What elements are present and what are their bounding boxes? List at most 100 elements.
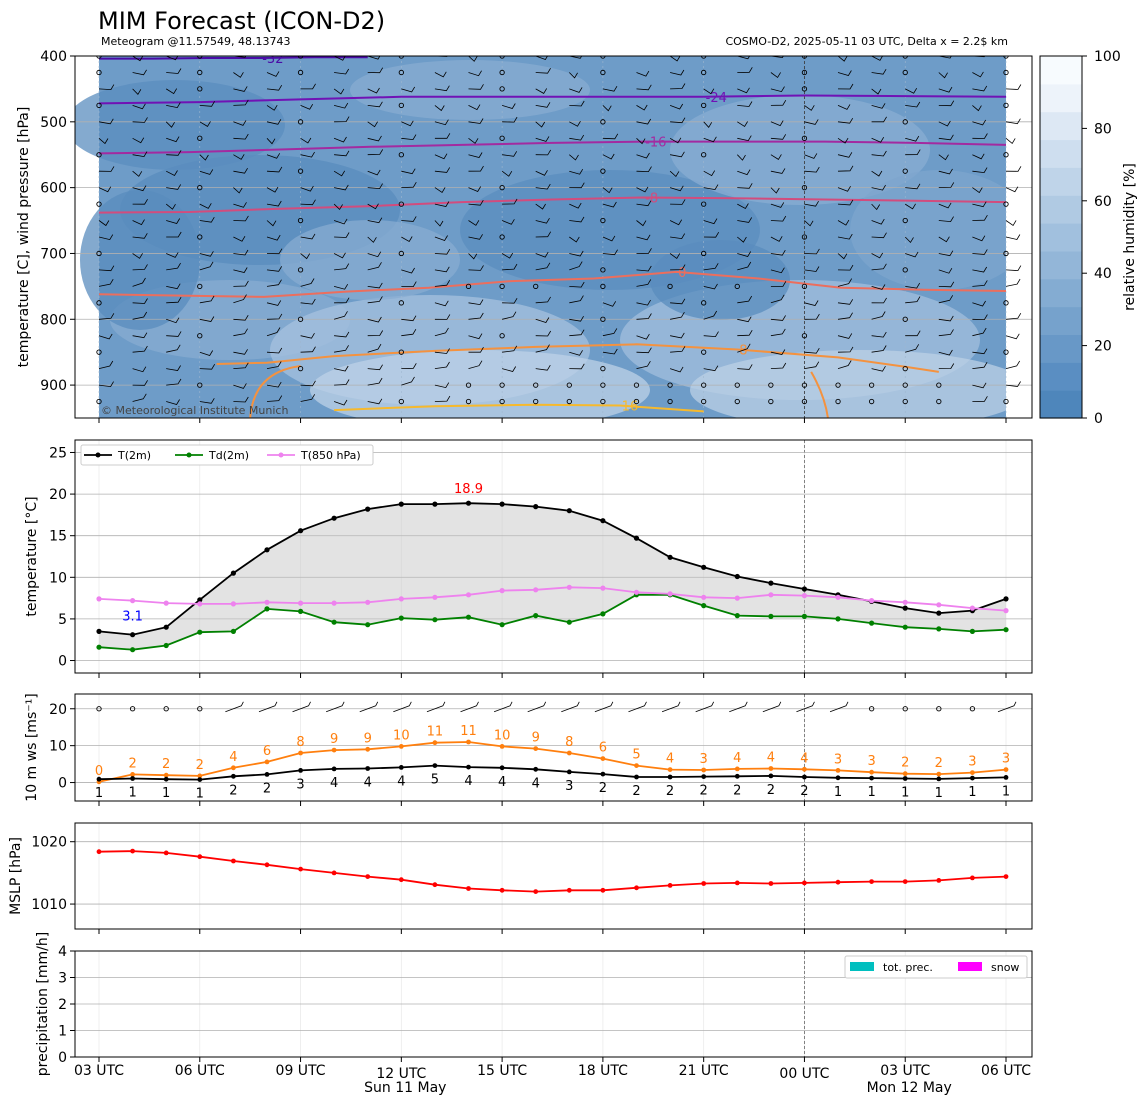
calm-wind-marker	[465, 382, 472, 388]
humidity-region	[690, 350, 1030, 418]
wind-barb	[737, 183, 753, 189]
data-point	[466, 764, 471, 770]
data-point	[600, 887, 606, 893]
wind-barb	[233, 383, 247, 389]
data-point	[398, 744, 404, 749]
time-axis: 03 UTC 06 UTC 09 UTC 12 UTC 15 UTC 18 UTC 21 U…	[74, 1063, 1031, 1096]
wind-barb	[670, 83, 686, 90]
calm-wind-marker	[902, 119, 908, 125]
wind-plot-area: 0 2 2 24 68 9 9 10 11 11 10 9 8 6 5 4 3 4 4 4 3 3 2 2 3 31 1 1 1 2 2 3 4…	[95, 701, 1017, 801]
wind-barb	[434, 382, 450, 389]
wind-barb	[266, 71, 280, 77]
wind-barb	[837, 199, 854, 206]
data-point	[667, 767, 673, 772]
wind-barb	[729, 701, 748, 713]
wind-barb	[367, 203, 379, 210]
wind-barb	[266, 248, 283, 255]
calm-wind-marker	[297, 56, 304, 59]
colorbar-band	[1040, 250, 1082, 280]
data-point	[231, 773, 236, 779]
wind-barb	[1005, 137, 1016, 145]
wind-barb	[661, 701, 681, 713]
data-point	[835, 616, 841, 622]
calm-wind-marker	[902, 316, 908, 322]
legend-entry: T(850 hPa)	[300, 449, 361, 462]
data-point	[130, 647, 136, 653]
data-point	[298, 600, 304, 606]
calm-wind-marker	[600, 119, 606, 125]
data-point	[734, 880, 740, 886]
calm-wind-marker	[902, 267, 908, 273]
wind-barb	[737, 121, 748, 128]
colorbar-band	[1040, 390, 1082, 419]
wind-barb	[871, 263, 887, 271]
wind-barb	[367, 183, 383, 190]
wind-barb	[636, 265, 652, 272]
wind-barb	[804, 220, 814, 227]
y-tick-label: 1010	[31, 897, 67, 913]
wind-gust-label: 3	[565, 779, 573, 794]
wind-barb	[770, 328, 786, 337]
calm-wind-marker	[398, 349, 404, 355]
calm-wind-marker	[801, 184, 808, 191]
legend-entry: Td(2m)	[208, 449, 249, 462]
data-point	[566, 887, 572, 893]
calm-wind-marker	[801, 398, 808, 405]
wind-barb	[434, 167, 451, 173]
wind-barb	[972, 361, 988, 369]
wind-barb	[737, 56, 751, 60]
calm-wind-marker	[701, 398, 707, 405]
wind-barb	[938, 315, 954, 322]
data-point	[163, 772, 169, 778]
y-tick-label: 500	[40, 115, 67, 131]
wind-barb	[938, 182, 955, 188]
data-point	[566, 508, 572, 514]
legend-marker	[95, 452, 101, 458]
y-tick-label: 0	[58, 1050, 67, 1066]
wind-barb	[367, 262, 382, 271]
y-axis-label: 10 m ws [ms⁻¹]	[24, 693, 40, 801]
wind-barb	[266, 104, 278, 111]
wind-barb	[1005, 186, 1019, 193]
wind-barb	[871, 252, 884, 259]
wind-barb	[334, 68, 350, 75]
wind-speed-label: 2	[935, 756, 943, 771]
wind-speed-label: 8	[296, 735, 304, 750]
data-point	[970, 875, 975, 881]
colorbar-label: relative humidity [%]	[1122, 163, 1138, 311]
wind-barb	[569, 202, 582, 209]
wind-barb	[266, 153, 281, 159]
wind-barb	[804, 300, 819, 306]
wind-barb	[132, 233, 148, 239]
data-point	[970, 770, 975, 775]
wind-barb	[569, 72, 578, 79]
wind-barb	[367, 364, 383, 371]
data-point	[466, 739, 471, 745]
wind-barb	[636, 104, 648, 111]
wind-barb	[300, 233, 316, 240]
calm-wind-marker	[902, 398, 908, 405]
wind-barb	[972, 280, 988, 287]
y-tick-label: 25	[49, 445, 67, 461]
wind-barb	[367, 67, 384, 74]
wind-speed-label: 3	[834, 752, 842, 767]
wind-barb	[132, 298, 148, 304]
colorbar-band	[1040, 111, 1082, 141]
wind-barb	[703, 170, 716, 177]
wind-barb	[233, 72, 244, 78]
data-point	[734, 766, 740, 772]
wind-barb	[334, 263, 350, 271]
wind-barb	[871, 103, 886, 109]
wind-barb	[233, 294, 247, 304]
wind-barb	[132, 170, 143, 177]
data-point	[264, 862, 270, 868]
wind-barb	[166, 136, 180, 143]
wind-barb	[535, 317, 550, 323]
wind-gust-label: 2	[599, 781, 607, 796]
wind-barb	[871, 232, 887, 239]
wind-barb	[737, 364, 753, 370]
wind-barb	[972, 300, 986, 307]
calm-wind-marker	[1003, 349, 1009, 355]
wind-barb	[636, 299, 651, 306]
calm-wind-marker	[936, 398, 942, 405]
